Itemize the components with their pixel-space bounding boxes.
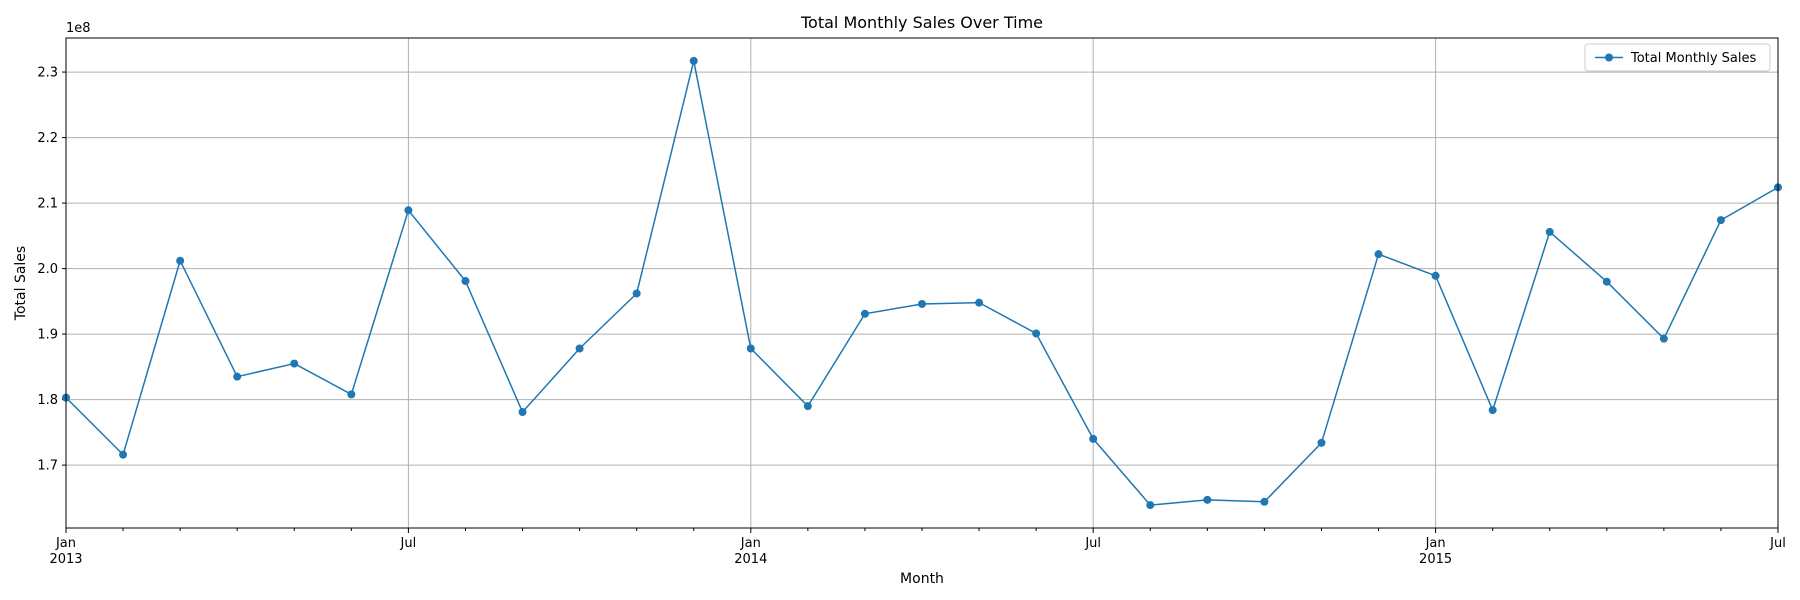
legend-box xyxy=(1584,43,1771,72)
x-axis-title: Month xyxy=(900,571,944,587)
series-line xyxy=(65,60,1779,506)
data-point xyxy=(1146,501,1155,510)
x-tick-year-label: 2015 xyxy=(1419,552,1452,567)
data-point xyxy=(119,450,128,459)
data-point xyxy=(803,402,812,411)
x-tick-year-label: 2014 xyxy=(734,552,767,567)
data-point xyxy=(1032,329,1041,338)
data-point xyxy=(461,277,470,286)
x-tick-label: Jul xyxy=(1769,536,1786,551)
data-point xyxy=(1659,334,1668,343)
y-tick-label: 2.0 xyxy=(37,262,58,277)
data-point xyxy=(975,298,984,307)
grid xyxy=(65,38,1779,528)
data-point xyxy=(290,359,299,368)
data-point xyxy=(918,299,926,308)
x-tick-year-label: 2013 xyxy=(49,552,82,567)
y-tick-label: 1.9 xyxy=(37,328,58,343)
data-point xyxy=(1203,495,1212,504)
y-tick-label: 1.8 xyxy=(37,393,58,408)
data-point xyxy=(1716,216,1725,225)
data-point xyxy=(1488,406,1497,415)
data-point xyxy=(1602,277,1611,286)
legend-marker xyxy=(1605,53,1613,62)
data-point xyxy=(1431,271,1440,280)
y-axis-title: Total Sales xyxy=(13,246,29,321)
y-tick-label: 2.3 xyxy=(37,66,58,81)
y-tick-label: 2.2 xyxy=(37,131,58,146)
data-point xyxy=(404,206,413,215)
legend: Total Monthly Sales xyxy=(1584,43,1771,72)
x-tick-label: Jul xyxy=(400,536,417,551)
data-point xyxy=(1545,227,1554,236)
data-point xyxy=(347,390,356,399)
series-total-monthly-sales xyxy=(62,56,1782,510)
data-point xyxy=(575,344,584,353)
data-point xyxy=(746,344,755,353)
y-tick-label: 1.7 xyxy=(37,459,58,474)
data-point xyxy=(1260,497,1269,506)
data-point xyxy=(518,408,527,417)
data-point xyxy=(632,289,641,298)
plot-frame xyxy=(65,37,1779,529)
data-point xyxy=(860,309,869,318)
x-tick-label: Jan xyxy=(1425,536,1446,551)
data-point xyxy=(1317,438,1326,447)
legend-label: Total Monthly Sales xyxy=(1630,51,1757,66)
x-tick-label: Jan xyxy=(740,536,761,551)
x-tick-label: Jan xyxy=(55,536,76,551)
data-point xyxy=(1374,250,1383,259)
data-point xyxy=(689,56,698,65)
y-tick-label: 2.1 xyxy=(37,197,58,212)
data-point xyxy=(233,372,242,381)
data-point xyxy=(1089,434,1098,443)
data-point xyxy=(176,256,185,265)
x-tick-label: Jul xyxy=(1084,536,1101,551)
chart-title: Total Monthly Sales Over Time xyxy=(800,13,1043,32)
y-offset-label: 1e8 xyxy=(66,21,91,36)
